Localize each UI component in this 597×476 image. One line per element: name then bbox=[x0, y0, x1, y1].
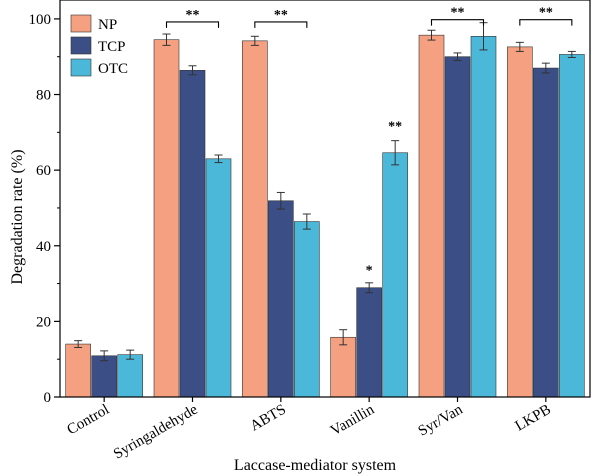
bar bbox=[444, 56, 471, 398]
significance-bracket bbox=[430, 19, 485, 26]
significance-label: * bbox=[366, 263, 373, 278]
significance-label: ** bbox=[186, 8, 200, 23]
x-tick-label: LKPB bbox=[513, 402, 554, 435]
significance-label: ** bbox=[274, 8, 288, 23]
bar bbox=[65, 343, 91, 398]
bar bbox=[330, 336, 356, 398]
bar bbox=[470, 35, 497, 398]
significance-bracket bbox=[254, 21, 308, 28]
legend: NP TCP OTC bbox=[70, 14, 128, 77]
error-bars-layer bbox=[74, 22, 576, 362]
y-tick-label: 0 bbox=[44, 390, 52, 406]
bar bbox=[179, 70, 206, 398]
bar bbox=[153, 39, 180, 398]
legend-label: NP bbox=[98, 17, 117, 33]
bar bbox=[533, 67, 559, 398]
bars-layer bbox=[65, 34, 585, 398]
x-tick-label: Vanillin bbox=[328, 401, 378, 439]
significance-label: ** bbox=[451, 6, 465, 21]
y-tick-label: 40 bbox=[36, 239, 51, 255]
significance-bracket bbox=[165, 21, 220, 28]
bar bbox=[268, 200, 294, 398]
bar bbox=[117, 354, 143, 398]
y-tick-label: 60 bbox=[36, 163, 51, 179]
y-tick-label: 100 bbox=[29, 12, 52, 28]
legend-label: TCP bbox=[98, 39, 126, 55]
x-tick-label: ABTS bbox=[248, 402, 289, 435]
x-tick-label: Syringaldehyde bbox=[111, 401, 201, 462]
legend-swatch bbox=[70, 14, 92, 33]
y-axis-title: Degradation rate (%) bbox=[9, 149, 26, 284]
bar bbox=[91, 355, 117, 398]
bar bbox=[205, 158, 232, 398]
legend-label: OTC bbox=[98, 61, 128, 77]
plot-frame bbox=[59, 0, 591, 398]
significance-bracket bbox=[519, 19, 573, 26]
bar bbox=[382, 152, 408, 398]
significance-label: ** bbox=[388, 120, 402, 135]
legend-swatch bbox=[70, 36, 92, 55]
bar bbox=[418, 34, 445, 398]
bar bbox=[242, 40, 268, 398]
legend-swatch bbox=[70, 58, 92, 77]
y-tick-label: 20 bbox=[36, 314, 51, 330]
x-axis-title: Laccase-mediator system bbox=[234, 457, 397, 474]
bar bbox=[294, 221, 320, 398]
x-tick-label: Syr/Van bbox=[416, 401, 466, 439]
significance-layer: ** ** ** ***** bbox=[165, 6, 573, 278]
x-tick-label: Control bbox=[64, 402, 112, 439]
bar bbox=[356, 287, 382, 398]
y-tick-label: 80 bbox=[36, 88, 51, 104]
bar bbox=[559, 54, 585, 398]
bar bbox=[507, 46, 533, 398]
significance-label: ** bbox=[539, 6, 553, 21]
